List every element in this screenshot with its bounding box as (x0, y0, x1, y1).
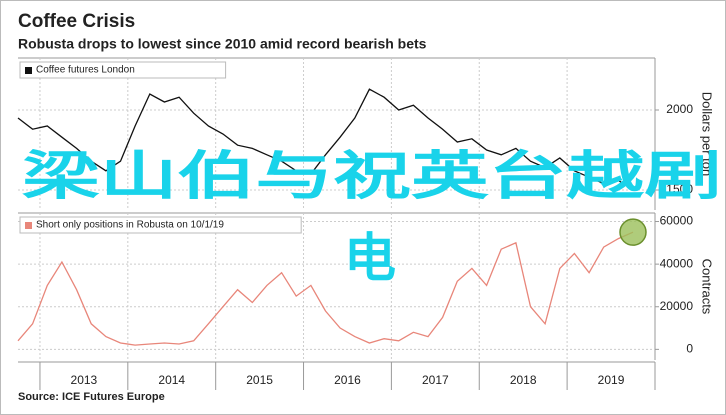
legend-label: Coffee futures London (36, 65, 135, 76)
y-tick-label: 60000 (660, 214, 694, 228)
x-tick-label: 2013 (71, 373, 98, 387)
legend: Short only positions in Robusta on 10/1/… (19, 216, 302, 234)
overlay-text: 梁山伯与祝英台越剧 (22, 147, 722, 207)
y-axis-label: Contracts (700, 259, 715, 315)
legend-box (19, 61, 227, 79)
legend-swatch (25, 222, 32, 229)
y-tick-label: 20000 (660, 299, 694, 313)
x-tick-label: 2017 (422, 373, 449, 387)
y-tick-label: 40000 (660, 256, 694, 270)
chart-title: Coffee Crisis (18, 11, 135, 32)
y-tick-label: 0 (686, 342, 693, 356)
legend-label: Short only positions in Robusta on 10/1/… (36, 220, 224, 231)
y-tick-label: 1500 (666, 182, 693, 196)
legend: Coffee futures London (19, 61, 227, 79)
highlight-marker (619, 218, 647, 246)
overlay-text: 电 (344, 229, 396, 289)
chart-subtitle: Robusta drops to lowest since 2010 amid … (18, 36, 427, 52)
x-tick-label: 2016 (334, 373, 361, 387)
x-tick-label: 2019 (598, 373, 625, 387)
x-tick-label: 2014 (158, 373, 185, 387)
data-line (17, 231, 634, 346)
legend-swatch (25, 67, 32, 74)
y-tick-label: 2000 (666, 102, 693, 116)
source: Source: ICE Futures Europe (18, 391, 165, 403)
data-line (17, 88, 634, 191)
x-tick-label: 2018 (510, 373, 537, 387)
y-axis-label: Dollars per ton (700, 92, 715, 177)
legend-box (19, 216, 302, 234)
x-tick-label: 2015 (246, 373, 273, 387)
